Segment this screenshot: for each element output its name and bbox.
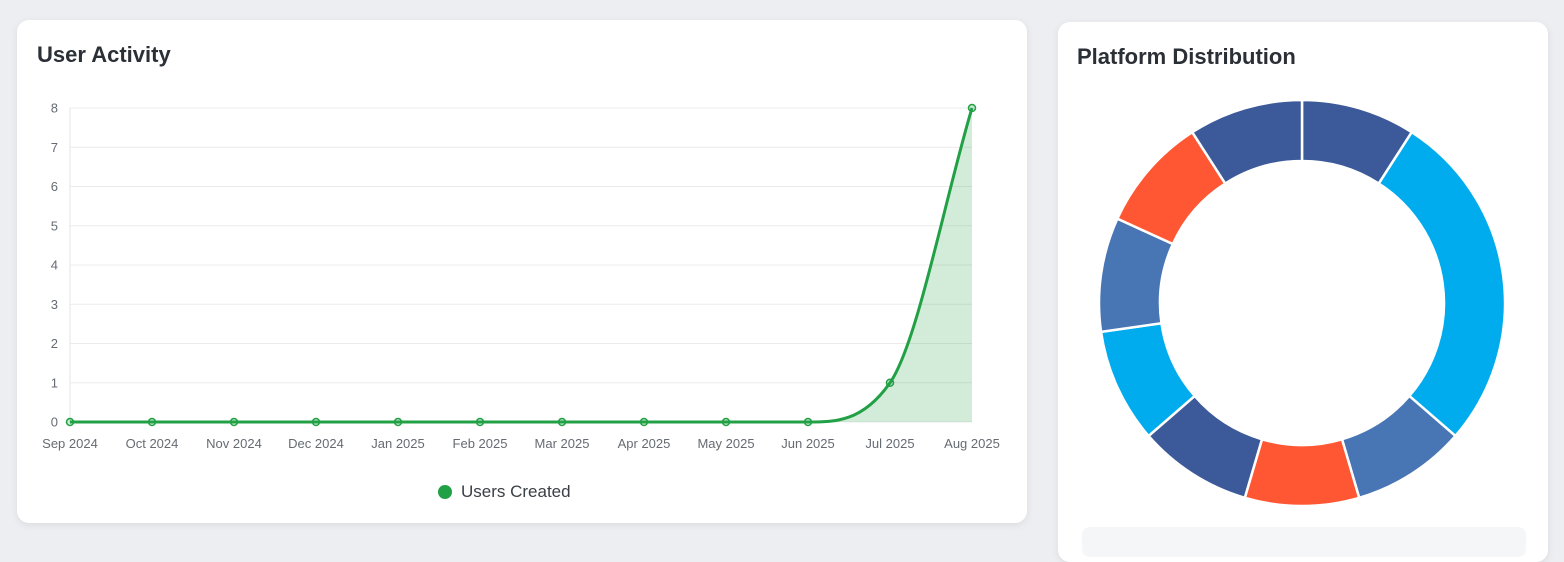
data-point[interactable] <box>557 417 567 427</box>
data-point[interactable] <box>147 417 157 427</box>
y-tick-label: 4 <box>51 258 58 273</box>
x-tick-label: Jun 2025 <box>781 436 835 451</box>
x-tick-label: Aug 2025 <box>944 436 1000 451</box>
donut-slice[interactable] <box>1190 98 1304 186</box>
data-point[interactable] <box>721 417 731 427</box>
y-tick-label: 8 <box>51 101 58 116</box>
user-activity-chart: 0 1 2 3 4 5 6 7 8 Sep 2024 Oct 2024 Nov 2024 Dec 202… <box>42 101 1000 452</box>
data-point[interactable] <box>393 417 403 427</box>
y-tick-label: 0 <box>51 415 58 430</box>
x-tick-label: Oct 2024 <box>126 436 179 451</box>
data-point[interactable] <box>65 417 75 427</box>
user-activity-title: User Activity <box>37 42 171 67</box>
data-point[interactable] <box>803 417 813 427</box>
x-tick-label: Sep 2024 <box>42 436 98 451</box>
legend-swatch-users-created <box>438 485 452 499</box>
donut-slice[interactable] <box>1243 437 1361 508</box>
x-tick-label: Feb 2025 <box>453 436 508 451</box>
x-tick-label: Jan 2025 <box>371 436 425 451</box>
y-tick-label: 6 <box>51 179 58 194</box>
x-tick-label: May 2025 <box>697 436 754 451</box>
data-point[interactable] <box>311 417 321 427</box>
data-point[interactable] <box>475 417 485 427</box>
data-point[interactable] <box>885 378 895 387</box>
x-tick-label: Apr 2025 <box>618 436 671 451</box>
y-tick-label: 1 <box>51 375 58 390</box>
y-tick-label: 2 <box>51 336 58 351</box>
user-activity-card: User Activity 0 1 2 3 4 5 6 7 8 Sep 2024 Oct 2024 N… <box>17 20 1027 523</box>
y-tick-label: 5 <box>51 218 58 233</box>
legend-label-users-created: Users Created <box>461 482 571 501</box>
x-tick-label: Dec 2024 <box>288 436 344 451</box>
y-tick-label: 3 <box>51 297 58 312</box>
y-tick-label: 7 <box>51 140 58 155</box>
x-tick-label: Nov 2024 <box>206 436 262 451</box>
donut-slice[interactable] <box>1377 130 1507 438</box>
data-point[interactable] <box>639 417 649 427</box>
platform-distribution-chart <box>1097 98 1507 508</box>
data-point[interactable] <box>229 417 239 427</box>
platform-distribution-card: Platform Distribution <box>1058 22 1548 562</box>
platform-details-panel <box>1082 527 1526 557</box>
data-point[interactable] <box>967 103 977 113</box>
platform-distribution-title: Platform Distribution <box>1077 44 1296 69</box>
chart-legend[interactable]: Users Created <box>438 482 571 502</box>
x-tick-label: Mar 2025 <box>535 436 590 451</box>
x-tick-label: Jul 2025 <box>865 436 914 451</box>
